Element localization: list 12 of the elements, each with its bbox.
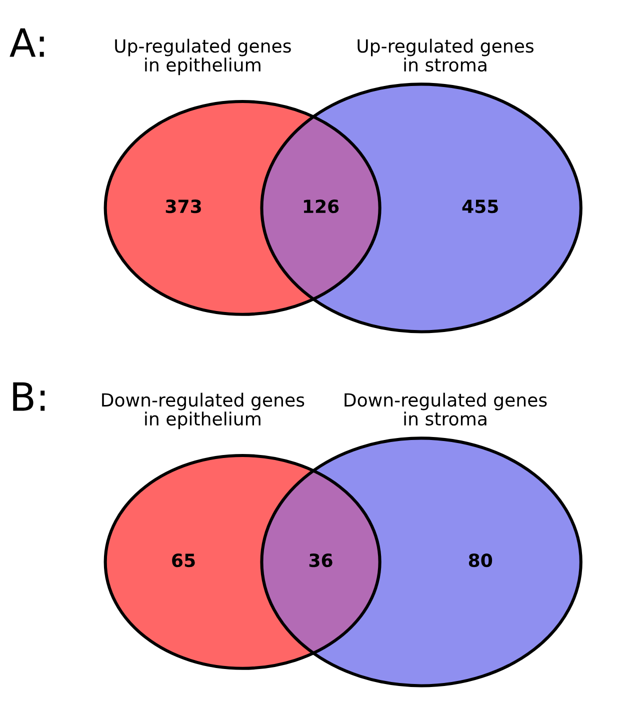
data-label: 126 bbox=[304, 200, 339, 214]
data-label: 80 bbox=[468, 554, 492, 568]
data-label: 65 bbox=[172, 554, 195, 568]
text: Down-regulated genes in stroma bbox=[344, 392, 547, 426]
data-label: 455 bbox=[462, 200, 498, 214]
data-label: 373 bbox=[166, 200, 201, 214]
text: B: bbox=[13, 382, 45, 411]
text: A: bbox=[10, 28, 44, 57]
text: Up-regulated genes in stroma bbox=[358, 38, 534, 72]
text: Down-regulated genes in epithelium bbox=[102, 392, 304, 430]
data-label: 36 bbox=[309, 554, 332, 568]
text: Up-regulated genes in epithelium bbox=[115, 38, 291, 76]
